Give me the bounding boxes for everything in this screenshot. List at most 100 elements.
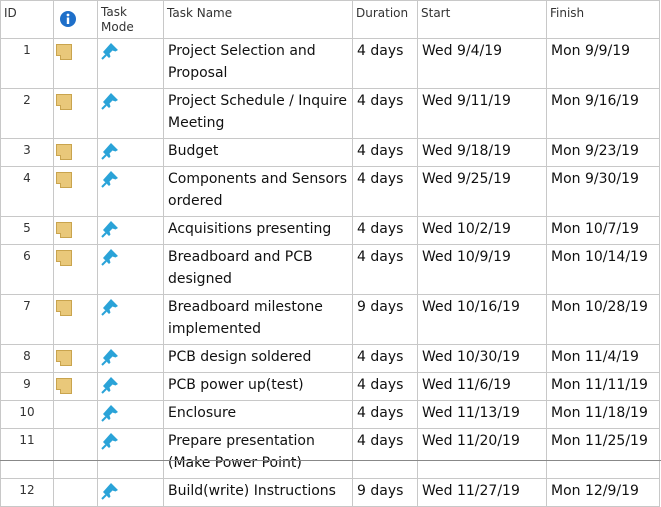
task-mode-cell[interactable] [97,244,164,295]
table-row[interactable]: 8 PCB design soldered 4 days Wed 10/30/19 Mo… [0,344,660,373]
task-mode-cell[interactable] [97,400,164,429]
task-name-cell[interactable]: Budget [163,138,353,167]
task-name-cell[interactable]: Components and Sensors ordered [163,166,353,217]
start-cell[interactable]: Wed 11/20/19 [417,428,547,479]
task-name-cell[interactable]: Project Selection and Proposal [163,38,353,89]
start-cell[interactable]: Wed 9/11/19 [417,88,547,139]
task-mode-cell[interactable] [97,138,164,167]
duration-cell[interactable]: 4 days [352,400,418,429]
duration-cell[interactable]: 4 days [352,38,418,89]
finish-cell[interactable]: Mon 12/9/19 [546,478,660,507]
note-icon[interactable] [56,172,72,188]
note-icon[interactable] [56,222,72,238]
column-header-finish[interactable]: Finish [546,0,660,39]
indicator-cell[interactable] [53,372,98,401]
table-row[interactable]: 3 Budget 4 days Wed 9/18/19 Mon 9/23/19 [0,138,660,167]
task-mode-cell[interactable] [97,216,164,245]
task-name-cell[interactable]: Acquisitions presenting [163,216,353,245]
duration-cell[interactable]: 4 days [352,166,418,217]
start-cell[interactable]: Wed 10/9/19 [417,244,547,295]
indicator-cell[interactable] [53,428,98,479]
row-id-cell[interactable]: 7 [0,294,54,345]
indicator-cell[interactable] [53,400,98,429]
start-cell[interactable]: Wed 11/6/19 [417,372,547,401]
indicator-cell[interactable] [53,294,98,345]
duration-cell[interactable]: 4 days [352,88,418,139]
note-icon[interactable] [56,378,72,394]
note-icon[interactable] [56,350,72,366]
column-header-task-mode[interactable]: Task Mode [97,0,164,39]
task-name-cell[interactable]: Breadboard milestone implemented [163,294,353,345]
start-cell[interactable]: Wed 9/25/19 [417,166,547,217]
task-mode-cell[interactable] [97,478,164,507]
start-cell[interactable]: Wed 11/27/19 [417,478,547,507]
finish-cell[interactable]: Mon 10/28/19 [546,294,660,345]
row-id-cell[interactable]: 3 [0,138,54,167]
task-name-cell[interactable]: Enclosure [163,400,353,429]
table-row[interactable]: 12 Build(write) Instructions 9 days Wed 11/… [0,478,660,507]
table-row[interactable]: 5 Acquisitions presenting 4 days Wed 10/2/1… [0,216,660,245]
column-header-duration[interactable]: Duration [352,0,418,39]
indicator-cell[interactable] [53,166,98,217]
finish-cell[interactable]: Mon 9/30/19 [546,166,660,217]
duration-cell[interactable]: 4 days [352,138,418,167]
table-row[interactable]: 2 Project Schedule / Inquire Meeting 4 day… [0,88,660,139]
indicator-cell[interactable] [53,478,98,507]
column-header-task-name[interactable]: Task Name [163,0,353,39]
task-name-cell[interactable]: PCB design soldered [163,344,353,373]
table-row[interactable]: 7 Breadboard milestone implemented 9 days W… [0,294,660,345]
task-mode-cell[interactable] [97,294,164,345]
indicator-cell[interactable] [53,216,98,245]
task-mode-cell[interactable] [97,88,164,139]
start-cell[interactable]: Wed 11/13/19 [417,400,547,429]
finish-cell[interactable]: Mon 10/14/19 [546,244,660,295]
row-id-cell[interactable]: 4 [0,166,54,217]
note-icon[interactable] [56,300,72,316]
start-cell[interactable]: Wed 10/16/19 [417,294,547,345]
note-icon[interactable] [56,44,72,60]
task-mode-cell[interactable] [97,38,164,89]
task-name-cell[interactable]: Breadboard and PCB designed [163,244,353,295]
task-name-cell[interactable]: Prepare presentation (Make Power Point) [163,428,353,479]
duration-cell[interactable]: 4 days [352,428,418,479]
table-row[interactable]: 6 Breadboard and PCB designed 4 days Wed 10… [0,244,660,295]
finish-cell[interactable]: Mon 9/16/19 [546,88,660,139]
duration-cell[interactable]: 9 days [352,294,418,345]
finish-cell[interactable]: Mon 9/23/19 [546,138,660,167]
table-row[interactable]: 9 PCB power up(test) 4 days Wed 11/6/19 Mon … [0,372,660,401]
note-icon[interactable] [56,144,72,160]
note-icon[interactable] [56,250,72,266]
column-header-indicators[interactable] [53,0,98,39]
task-name-cell[interactable]: Build(write) Instructions [163,478,353,507]
table-row[interactable]: 4 Components and Sensors ordered 4 days Wed… [0,166,660,217]
finish-cell[interactable]: Mon 11/25/19 [546,428,660,479]
table-row[interactable]: 11 Prepare presentation (Make Power Point… [0,428,660,479]
table-row[interactable]: 10 Enclosure 4 days Wed 11/13/19 Mon 11/18/1… [0,400,660,429]
indicator-cell[interactable] [53,244,98,295]
duration-cell[interactable]: 4 days [352,216,418,245]
start-cell[interactable]: Wed 9/18/19 [417,138,547,167]
task-mode-cell[interactable] [97,166,164,217]
row-id-cell[interactable]: 11 [0,428,54,479]
task-mode-cell[interactable] [97,344,164,373]
finish-cell[interactable]: Mon 11/4/19 [546,344,660,373]
indicator-cell[interactable] [53,344,98,373]
row-id-cell[interactable]: 2 [0,88,54,139]
row-id-cell[interactable]: 6 [0,244,54,295]
indicator-cell[interactable] [53,88,98,139]
indicator-cell[interactable] [53,138,98,167]
row-id-cell[interactable]: 12 [0,478,54,507]
duration-cell[interactable]: 9 days [352,478,418,507]
finish-cell[interactable]: Mon 11/18/19 [546,400,660,429]
start-cell[interactable]: Wed 10/2/19 [417,216,547,245]
finish-cell[interactable]: Mon 11/11/19 [546,372,660,401]
task-name-cell[interactable]: PCB power up(test) [163,372,353,401]
finish-cell[interactable]: Mon 10/7/19 [546,216,660,245]
row-id-cell[interactable]: 5 [0,216,54,245]
start-cell[interactable]: Wed 9/4/19 [417,38,547,89]
finish-cell[interactable]: Mon 9/9/19 [546,38,660,89]
column-header-start[interactable]: Start [417,0,547,39]
duration-cell[interactable]: 4 days [352,344,418,373]
note-icon[interactable] [56,94,72,110]
start-cell[interactable]: Wed 10/30/19 [417,344,547,373]
